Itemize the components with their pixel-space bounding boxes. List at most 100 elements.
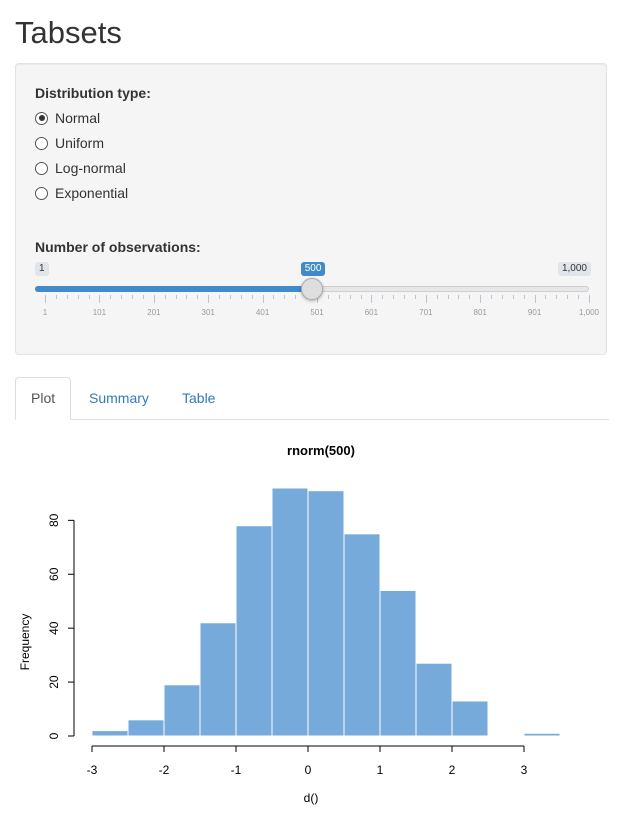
slider-minor-tick: [186, 295, 188, 299]
slider-minor-tick: [132, 295, 134, 299]
histogram-bar: [379, 589, 417, 737]
slider-major-tick: [589, 295, 590, 303]
y-tick-label: 60: [47, 567, 61, 581]
x-tick-label: -1: [231, 763, 242, 777]
slider-minor-tick: [55, 295, 57, 299]
slider-grid-label: 601: [364, 308, 379, 317]
observations-slider[interactable]: 1 1,000 500 1 101 201 301 401 501 601 701 801 901…: [35, 262, 599, 322]
slider-major-tick: [371, 295, 373, 303]
sidebar-panel: Distribution type: Normal Uniform Log-no…: [15, 63, 607, 355]
radio-uniform-icon[interactable]: [35, 136, 48, 150]
x-axis-label: d(): [304, 791, 319, 805]
histogram-bar: [235, 525, 273, 737]
slider-min-label: 1: [35, 262, 49, 276]
slider-handle[interactable]: [300, 278, 323, 300]
slider-minor-tick: [436, 295, 438, 299]
slider-major-tick: [262, 295, 264, 303]
slider-max-label: 1,000: [557, 262, 591, 276]
slider-minor-tick: [284, 295, 286, 299]
histogram-bar: [343, 533, 381, 737]
slider-minor-tick: [327, 295, 329, 299]
slider-value-label: 500: [300, 262, 326, 276]
tab-summary[interactable]: Summary: [89, 390, 149, 406]
histogram-bar: [271, 487, 309, 737]
slider-major-tick: [99, 295, 101, 303]
slider-minor-tick: [447, 295, 449, 299]
slider-major-tick: [425, 295, 427, 303]
radio-label-exponential: Exponential: [55, 185, 129, 201]
radio-exponential-icon[interactable]: [35, 186, 48, 200]
slider-grid-label: 1: [42, 308, 48, 317]
slider-minor-tick: [523, 295, 525, 299]
slider-minor-tick: [545, 295, 547, 299]
x-tick-label: 2: [449, 763, 456, 777]
slider-major-tick: [480, 295, 482, 303]
slider-minor-tick: [404, 295, 406, 299]
slider-minor-tick: [578, 295, 580, 299]
tab-bar: Plot Summary Table: [15, 377, 609, 420]
slider-minor-tick: [66, 295, 68, 299]
distribution-type-label: Distribution type:: [35, 85, 151, 101]
y-axis-label: Frequency: [18, 614, 32, 671]
slider-minor-tick: [197, 295, 199, 299]
histogram-bar: [451, 700, 489, 737]
slider-minor-tick: [567, 295, 569, 299]
slider-grid-label: 501: [310, 308, 324, 317]
slider-minor-tick: [121, 295, 123, 299]
slider-minor-tick: [251, 295, 253, 299]
slider-grid-label: 401: [255, 308, 270, 317]
slider-minor-tick: [501, 295, 503, 299]
radio-option-uniform[interactable]: Uniform: [35, 133, 104, 153]
slider-minor-tick: [175, 295, 177, 299]
histogram-bar: [307, 490, 345, 737]
slider-grid-label: 901: [527, 308, 542, 317]
histogram-bar: [415, 662, 453, 737]
slider-grid-label: 801: [473, 308, 487, 317]
slider-minor-tick: [491, 295, 493, 299]
x-tick-label: -2: [159, 763, 170, 777]
radio-log-normal-icon[interactable]: [35, 161, 48, 175]
x-tick-label: 1: [377, 763, 384, 777]
radio-label-uniform: Uniform: [55, 135, 105, 151]
y-tick-label: 40: [47, 621, 61, 635]
slider-grid-label: 101: [92, 308, 107, 317]
histogram-bar: [127, 719, 165, 737]
radio-label-normal: Normal: [55, 110, 101, 126]
slider-minor-tick: [164, 295, 166, 299]
tab-table[interactable]: Table: [182, 390, 216, 406]
radio-option-log-normal[interactable]: Log-normal: [35, 158, 126, 178]
slider-minor-tick: [360, 295, 362, 299]
slider-minor-tick: [469, 295, 471, 299]
slider-major-tick: [317, 295, 318, 303]
slider-minor-tick: [110, 295, 112, 299]
radio-normal-checked-icon[interactable]: [35, 111, 48, 125]
slider-minor-tick: [556, 295, 558, 299]
slider-major-tick: [45, 295, 46, 303]
radio-label-log-normal: Log-normal: [55, 160, 126, 176]
slider-minor-tick: [295, 295, 297, 299]
histogram-plot: rnorm(500) -3 -2 -1 0 1 2 3 d() 0 20 40 60 80 Frequenc…: [18, 443, 561, 805]
y-tick-label: 80: [47, 513, 61, 527]
x-tick-label: 3: [521, 763, 528, 777]
histogram-bar: [91, 730, 129, 737]
slider-grid-label: 701: [419, 308, 433, 317]
x-tick-label: -3: [87, 763, 98, 777]
histogram-bar: [199, 622, 237, 737]
slider-grid-label: 1,000: [578, 308, 600, 317]
slider-minor-tick: [512, 295, 514, 299]
chart-title: rnorm(500): [287, 443, 355, 458]
radio-option-exponential[interactable]: Exponential: [35, 183, 128, 203]
slider-minor-tick: [349, 295, 351, 299]
histogram-bar: [163, 684, 201, 737]
slider-major-tick: [153, 295, 155, 303]
slider-minor-tick: [414, 295, 416, 299]
slider-major-tick: [208, 295, 210, 303]
slider-minor-tick: [382, 295, 384, 299]
y-tick-label: 20: [47, 675, 61, 689]
radio-option-normal[interactable]: Normal: [35, 108, 100, 128]
slider-minor-tick: [240, 295, 242, 299]
histogram-bar: [523, 732, 561, 737]
slider-minor-tick: [77, 295, 79, 299]
y-tick-label: 0: [47, 732, 61, 739]
tab-plot[interactable]: Plot: [15, 377, 72, 420]
